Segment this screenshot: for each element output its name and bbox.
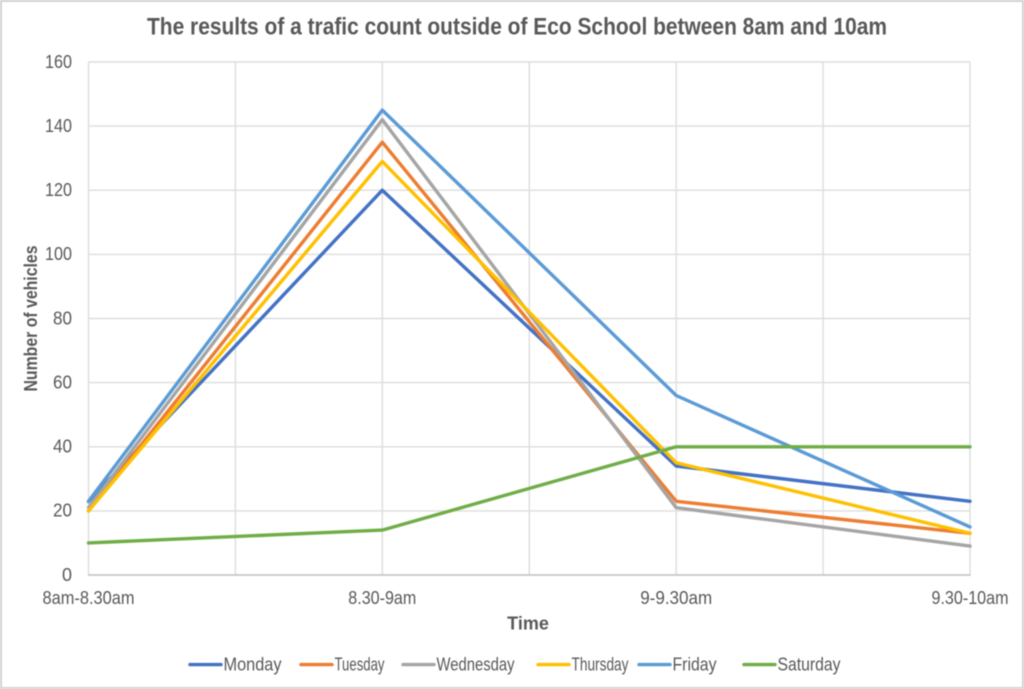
svg-text:8.30-9am: 8.30-9am (348, 588, 416, 608)
svg-text:40: 40 (53, 437, 72, 457)
svg-text:Wednesday: Wednesday (437, 655, 515, 675)
svg-text:80: 80 (53, 308, 72, 328)
svg-text:Time: Time (507, 614, 549, 634)
svg-text:20: 20 (53, 501, 72, 521)
svg-text:Saturday: Saturday (778, 655, 841, 675)
svg-text:9.30-10am: 9.30-10am (932, 588, 1009, 608)
svg-text:The results of a trafic count: The results of a trafic count outside of… (147, 14, 887, 41)
svg-text:60: 60 (53, 372, 72, 392)
svg-text:9-9.30am: 9-9.30am (640, 588, 712, 608)
svg-text:100: 100 (45, 244, 72, 264)
svg-text:Tuesday: Tuesday (335, 655, 385, 675)
svg-text:120: 120 (45, 180, 72, 200)
svg-text:Number of vehicles: Number of vehicles (21, 246, 41, 392)
svg-text:Monday: Monday (224, 655, 282, 675)
svg-text:Thursday: Thursday (572, 655, 629, 675)
svg-text:140: 140 (45, 116, 72, 136)
svg-text:8am-8.30am: 8am-8.30am (43, 588, 135, 608)
svg-text:160: 160 (45, 52, 72, 72)
svg-text:0: 0 (62, 565, 72, 585)
svg-text:Friday: Friday (673, 655, 717, 675)
